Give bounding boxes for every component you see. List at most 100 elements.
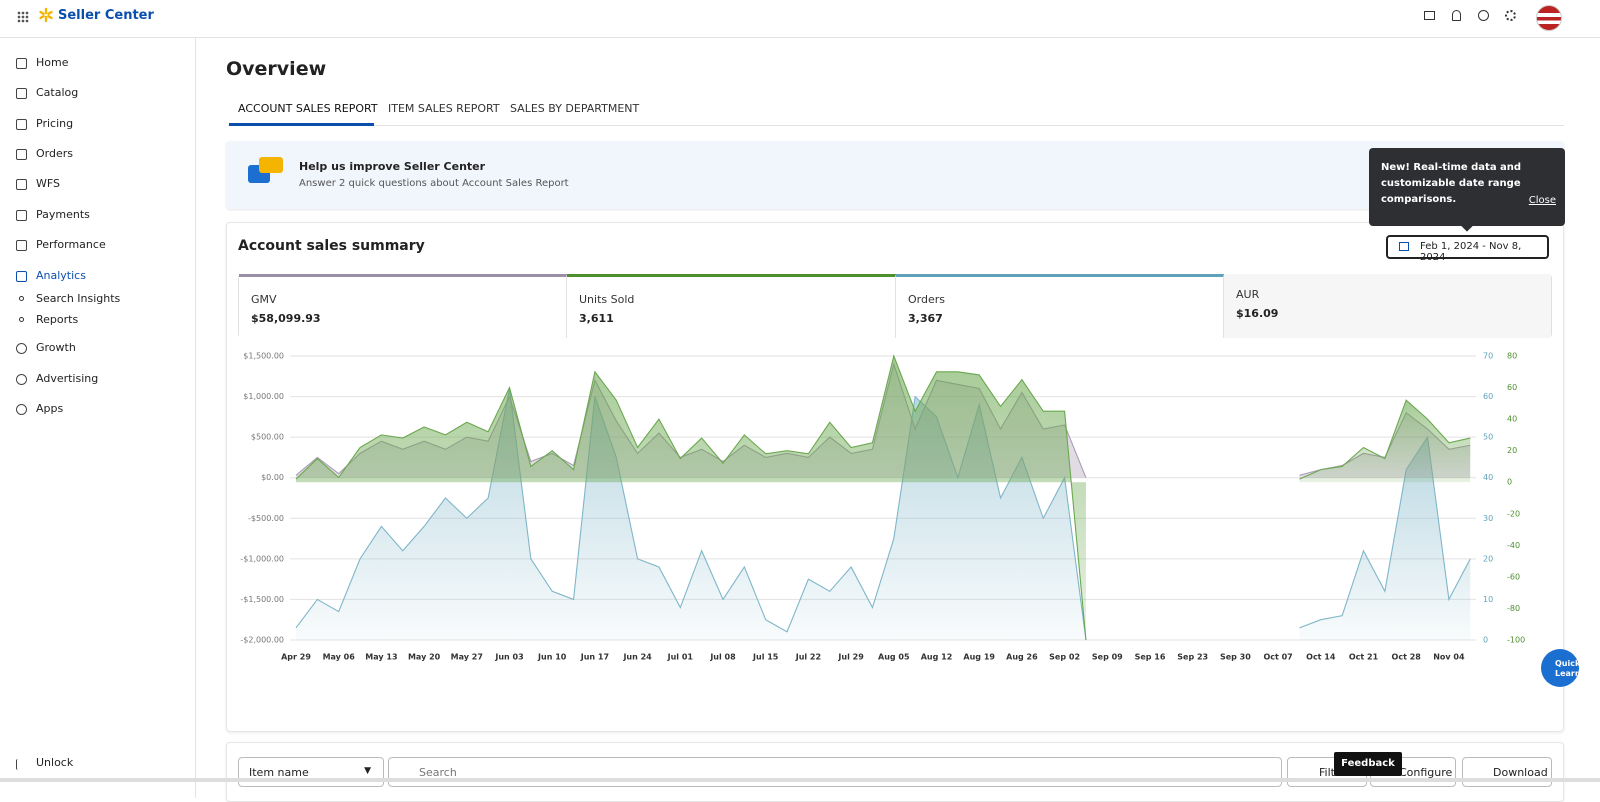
area-fill xyxy=(1299,400,1471,483)
nav-item[interactable]: Apps xyxy=(36,402,64,415)
series-line xyxy=(1299,399,1471,480)
field-select[interactable]: Item name ▼ xyxy=(238,757,384,787)
banner: Help us improve Seller Center Answer 2 q… xyxy=(226,141,1564,209)
nav-bullet xyxy=(19,317,24,322)
tooltip-text: New! Real-time data and customizable dat… xyxy=(1381,162,1522,205)
x-tick-label: Oct 28 xyxy=(1392,653,1422,662)
feedback-button[interactable]: Feedback xyxy=(1334,752,1402,776)
tooltip-close[interactable]: Close xyxy=(1528,195,1556,206)
nav-icon xyxy=(16,119,27,130)
y2-tick-label: 70 xyxy=(1483,352,1493,361)
x-tick-label: Sep 23 xyxy=(1177,653,1208,662)
mail-icon[interactable] xyxy=(1424,11,1435,20)
x-tick-label: Aug 12 xyxy=(921,653,953,662)
nav-subitem[interactable]: Search Insights xyxy=(36,292,121,305)
quick-learn[interactable]: Quick Learn xyxy=(1541,649,1579,687)
nav-item[interactable]: Unlock xyxy=(36,756,74,769)
nav-icon xyxy=(16,404,27,415)
tab-indicator xyxy=(229,123,374,126)
x-tick-label: May 13 xyxy=(365,653,397,662)
kpi[interactable]: Orders 3,367 xyxy=(896,274,1224,338)
y3-tick-label: 20 xyxy=(1507,446,1517,455)
field-label: Item name xyxy=(249,766,309,779)
download-button[interactable]: Download xyxy=(1462,757,1552,787)
x-tick-label: Sep 30 xyxy=(1220,653,1251,662)
series-line xyxy=(1299,435,1471,629)
download-label: Download xyxy=(1493,766,1548,779)
kpi[interactable]: GMV $58,099.93 xyxy=(239,274,567,338)
tooltip: New! Real-time data and customizable dat… xyxy=(1369,148,1565,232)
nav-item[interactable]: Analytics xyxy=(36,269,86,282)
spark-logo xyxy=(39,7,53,23)
y3-tick-label: 0 xyxy=(1507,478,1512,487)
nav-item[interactable]: Home xyxy=(36,56,69,69)
nav-icon xyxy=(16,210,27,221)
x-tick-label: Jun 24 xyxy=(622,653,652,662)
y2-tick-label: 40 xyxy=(1483,473,1493,482)
x-tick-label: Jul 22 xyxy=(795,653,821,662)
kpi[interactable]: AUR $16.09 xyxy=(1224,274,1551,338)
x-tick-label: Jun 17 xyxy=(580,653,609,662)
help-icon[interactable] xyxy=(1478,10,1489,21)
kpi-value: 3,367 xyxy=(908,312,943,325)
y2-tick-label: 30 xyxy=(1483,514,1493,523)
banner-subtitle: Answer 2 quick questions about Account S… xyxy=(299,178,569,189)
y-tick-label: -$1,500.00 xyxy=(240,595,284,604)
settings-icon[interactable] xyxy=(1505,10,1516,21)
date-range: Feb 1, 2024 - Nov 8, 2024 xyxy=(1420,241,1522,263)
x-tick-label: Jul 01 xyxy=(667,653,694,662)
y2-tick-label: 20 xyxy=(1483,554,1493,563)
nav-icon xyxy=(16,343,27,354)
page-title: Overview xyxy=(226,58,327,80)
date-picker[interactable]: Feb 1, 2024 - Nov 8, 2024 xyxy=(1386,235,1549,263)
nav-item[interactable]: Payments xyxy=(36,208,90,221)
area-fill xyxy=(1299,437,1471,640)
nav-icon xyxy=(16,88,27,99)
nav-item[interactable]: Advertising xyxy=(36,372,99,385)
y-tick-label: -$500.00 xyxy=(248,514,284,523)
tab[interactable]: SALES BY DEPARTMENT xyxy=(510,102,640,115)
x-tick-label: May 27 xyxy=(451,653,483,662)
nav-item[interactable]: Catalog xyxy=(36,86,79,99)
bell-icon[interactable] xyxy=(1452,10,1461,21)
nav-icon xyxy=(16,58,27,69)
y-tick-label: $1,500.00 xyxy=(243,352,284,361)
nav-item[interactable]: WFS xyxy=(36,177,60,190)
nav-item[interactable]: Orders xyxy=(36,147,73,160)
x-tick-label: Jul 15 xyxy=(752,653,779,662)
kpi-value: 3,611 xyxy=(579,312,614,325)
x-tick-label: Oct 21 xyxy=(1349,653,1379,662)
kpi-value: $58,099.93 xyxy=(251,312,321,325)
chart: -$2,000.00 -$1,500.00 -$1,000.00 -$500.00 $0… xyxy=(240,352,1525,662)
y-tick-label: $0.00 xyxy=(261,473,284,482)
nav-icon xyxy=(16,271,27,282)
y-tick-label: $500.00 xyxy=(251,433,284,442)
y-tick-label: $1,000.00 xyxy=(243,392,284,401)
kpi-value: $16.09 xyxy=(1236,307,1279,320)
sidebar xyxy=(0,38,196,798)
nav-item[interactable]: Performance xyxy=(36,238,106,251)
nav-icon xyxy=(16,149,27,160)
area-fill xyxy=(296,356,1086,640)
tab[interactable]: ACCOUNT SALES REPORT xyxy=(238,102,378,115)
search-box[interactable]: Search xyxy=(388,757,1282,787)
nav-subitem[interactable]: Reports xyxy=(36,313,79,326)
configure-label: Configure xyxy=(1399,766,1453,779)
x-tick-label: Jul 08 xyxy=(709,653,736,662)
account-avatar[interactable] xyxy=(1536,5,1562,31)
area-fill xyxy=(296,388,1086,640)
nav-icon xyxy=(16,759,22,770)
nav-icon xyxy=(16,374,27,385)
y3-tick-label: 80 xyxy=(1507,352,1517,361)
brand[interactable]: Seller Center xyxy=(58,8,154,23)
y-tick-label: -$2,000.00 xyxy=(240,636,284,645)
y3-tick-label: -100 xyxy=(1507,636,1525,645)
tab[interactable]: ITEM SALES REPORT xyxy=(388,102,500,115)
apps-grid[interactable] xyxy=(17,11,29,23)
x-tick-label: Jun 03 xyxy=(494,653,523,662)
nav-item[interactable]: Growth xyxy=(36,341,76,354)
kpi[interactable]: Units Sold 3,611 xyxy=(567,274,896,338)
nav-item[interactable]: Pricing xyxy=(36,117,74,130)
chat-icon xyxy=(259,157,283,173)
